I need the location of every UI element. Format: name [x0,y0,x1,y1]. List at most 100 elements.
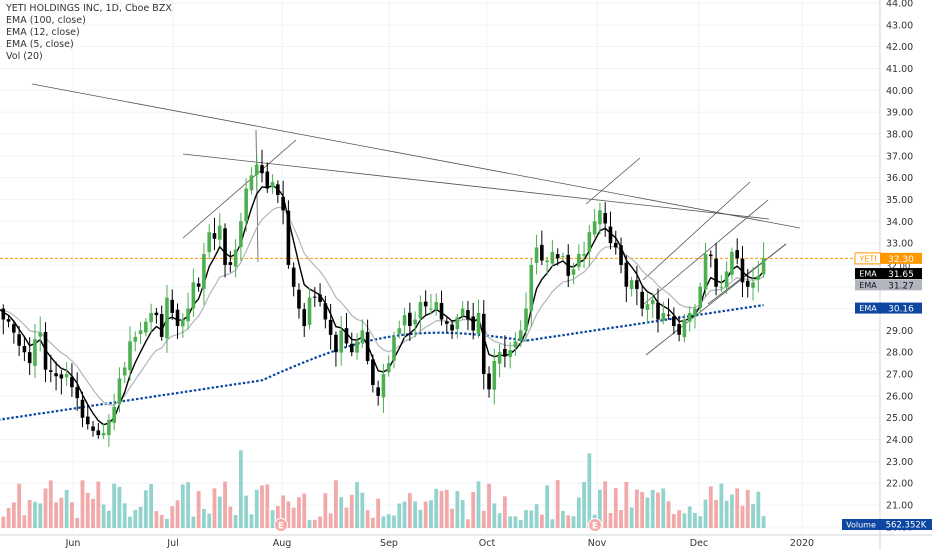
candle-body [418,302,423,319]
legend-ema5[interactable]: EMA (5, close) [6,39,74,50]
volume-bar [429,500,433,528]
candle-body [365,332,370,361]
price-badge-value: 30.16 [888,305,914,315]
volume-bar [334,480,338,528]
candle-body [1,308,6,320]
volume-bar [302,493,307,528]
y-tick-label: 36.00 [886,173,913,184]
volume-bar [180,484,185,528]
ema-lines [0,184,765,426]
y-tick-label: 40.00 [886,86,913,97]
volume-bar [677,510,682,528]
volume-bar [344,507,349,528]
candle-body [603,213,607,224]
candle-body [619,245,623,265]
candle-body [571,269,576,275]
volume-bar [223,481,227,528]
volume-bar [613,488,618,528]
candle-body [402,315,407,326]
volume-bar [571,516,576,528]
volume-bar [143,490,148,528]
candle-body [476,312,481,334]
candle-body [371,359,375,385]
volume-bar [339,497,344,528]
candle-body [70,376,74,388]
volume-bar [175,500,180,528]
volume-bar [645,497,650,528]
volume-bar [719,483,724,528]
volume-bar [38,503,43,528]
price-badge: EMA 31.65 [855,268,922,280]
volume-bar [402,501,407,528]
earnings-marker: E [274,518,288,532]
x-tick-label: Sep [380,538,398,549]
y-tick-label: 32.00 [886,262,910,272]
candle-body [439,302,444,320]
candle-body [117,378,122,404]
trend-line [31,83,801,229]
y-tick-label: 35.00 [886,195,913,206]
volume-bar [566,515,571,528]
candle-body [286,210,291,265]
candle-body [297,289,301,309]
candle-body [360,330,365,343]
candle-body [212,233,217,239]
candle-body [223,228,227,265]
symbol-title[interactable]: YETI HOLDINGS INC, 1D, Cboe BZX [6,3,172,14]
candle-body [566,254,571,276]
volume-bar [75,517,80,528]
volume-bar [730,494,734,528]
price-badge-value-box [880,302,922,314]
candle-body [12,324,16,333]
volume-bar [22,515,27,528]
candle-body [355,341,359,353]
candle-body [487,373,491,390]
candle-body [445,321,449,324]
y-tick-label: 23.00 [886,457,913,468]
candle-body [381,374,386,398]
volume-bar [365,510,370,528]
legend-ema12[interactable]: EMA (12, close) [6,27,80,38]
volume-bar [17,483,22,528]
candle-body [307,297,312,325]
volume-bar [233,515,238,528]
volume-bar [101,504,106,528]
volume-bar [471,491,476,528]
price-badge: EMA 30.16 [855,302,922,315]
price-badge-label: YETI [858,254,876,263]
trend-line [642,181,751,281]
candle-body [518,330,523,341]
candle-body [328,319,333,335]
volume-bar [598,489,602,528]
candle-body [550,251,555,264]
candle-body [650,299,655,305]
price-badge-label: EMA [859,281,877,290]
legend-volume[interactable]: Vol (20) [6,51,43,62]
candle-body [233,249,238,267]
volume-bar [587,453,592,528]
volume-bar [297,497,301,528]
volume-bar [202,508,206,528]
volume-bar [138,506,143,528]
candle-body [672,316,676,327]
volume-bar [6,507,11,528]
candle-body [6,319,11,322]
volume-bar [487,483,491,528]
volume-bar [740,505,745,528]
volume-bar [714,499,718,528]
ema5-line [0,184,765,426]
candle-body [513,341,518,348]
y-tick-label: 42.00 [886,42,913,53]
candle-body [471,316,475,331]
legend-ema100[interactable]: EMA (100, close) [6,15,86,26]
candle-body [724,271,729,288]
volume-bar [397,503,402,528]
candle-body [555,254,560,259]
candle-body [503,349,507,357]
candle-body [524,308,528,331]
price-badge-value: 31.65 [888,270,914,280]
candle-body [107,419,111,436]
candle-body [740,258,745,283]
